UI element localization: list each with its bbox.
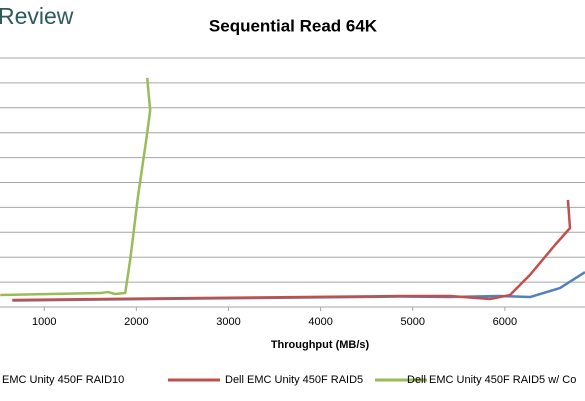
x-tick-label: 2000 [124,316,148,328]
chart-title: Sequential Read 64K [209,16,378,35]
legend-label: Dell EMC Unity 450F RAID5 [225,374,363,386]
legend-label: EMC Unity 450F RAID10 [2,374,124,386]
x-tick-label: 6000 [493,316,517,328]
x-tick-label: 5000 [400,316,424,328]
series-line [0,77,152,297]
x-tick-label: 1000 [32,316,56,328]
x-tick-label: 4000 [308,316,332,328]
series-line [12,199,572,302]
legend-label: Dell EMC Unity 450F RAID5 w/ Co [407,374,576,386]
logo: Review [0,3,74,29]
x-axis-label: Throughput (MB/s) [271,339,370,351]
x-tick-label: 3000 [216,316,240,328]
